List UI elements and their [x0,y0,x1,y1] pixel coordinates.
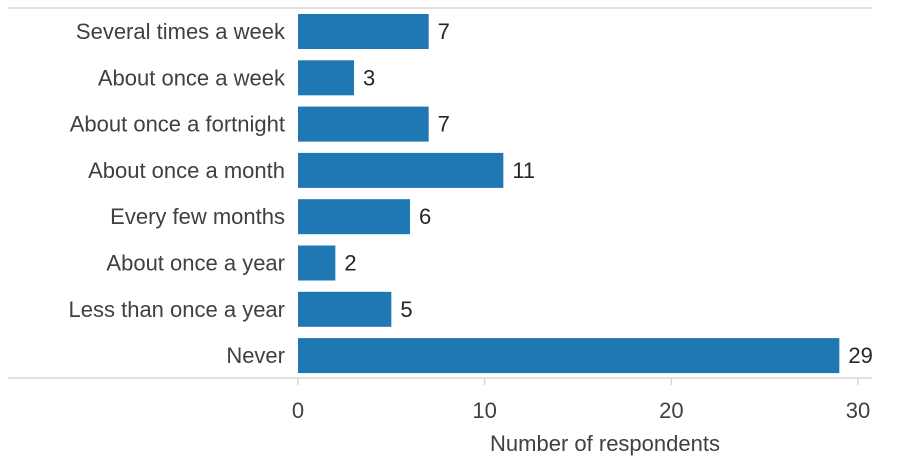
category-label: Every few months [110,204,285,229]
x-tick-label: 30 [846,398,870,423]
category-label: Less than once a year [69,297,285,322]
bar [298,106,429,142]
bar [298,14,429,49]
value-label: 5 [400,297,412,322]
category-label: About once a fortnight [70,112,285,137]
x-ticks-group: 0 10 20 30 [292,378,870,423]
x-tick-label: 0 [292,398,304,423]
x-tick-label: 20 [659,398,683,423]
bars-group: Several times a week 7 About once a week 3 A… [69,14,873,374]
category-label: About once a month [88,158,285,183]
value-label: 3 [363,65,375,90]
bar [298,338,840,374]
bar [298,291,392,327]
value-label: 11 [512,158,535,183]
value-label: 7 [438,19,450,44]
bar [298,245,336,281]
bar [298,60,354,96]
value-label: 6 [419,204,431,229]
value-label: 2 [344,251,356,276]
value-label: 7 [438,112,450,137]
category-label: About once a year [106,251,285,276]
x-axis-title: Number of respondents [490,431,720,456]
bar [298,152,504,188]
value-label: 29 [848,343,872,368]
category-label: Never [226,343,285,368]
category-label: Several times a week [76,19,286,44]
x-tick-label: 10 [472,398,496,423]
category-label: About once a week [98,65,286,90]
bar [298,199,410,235]
